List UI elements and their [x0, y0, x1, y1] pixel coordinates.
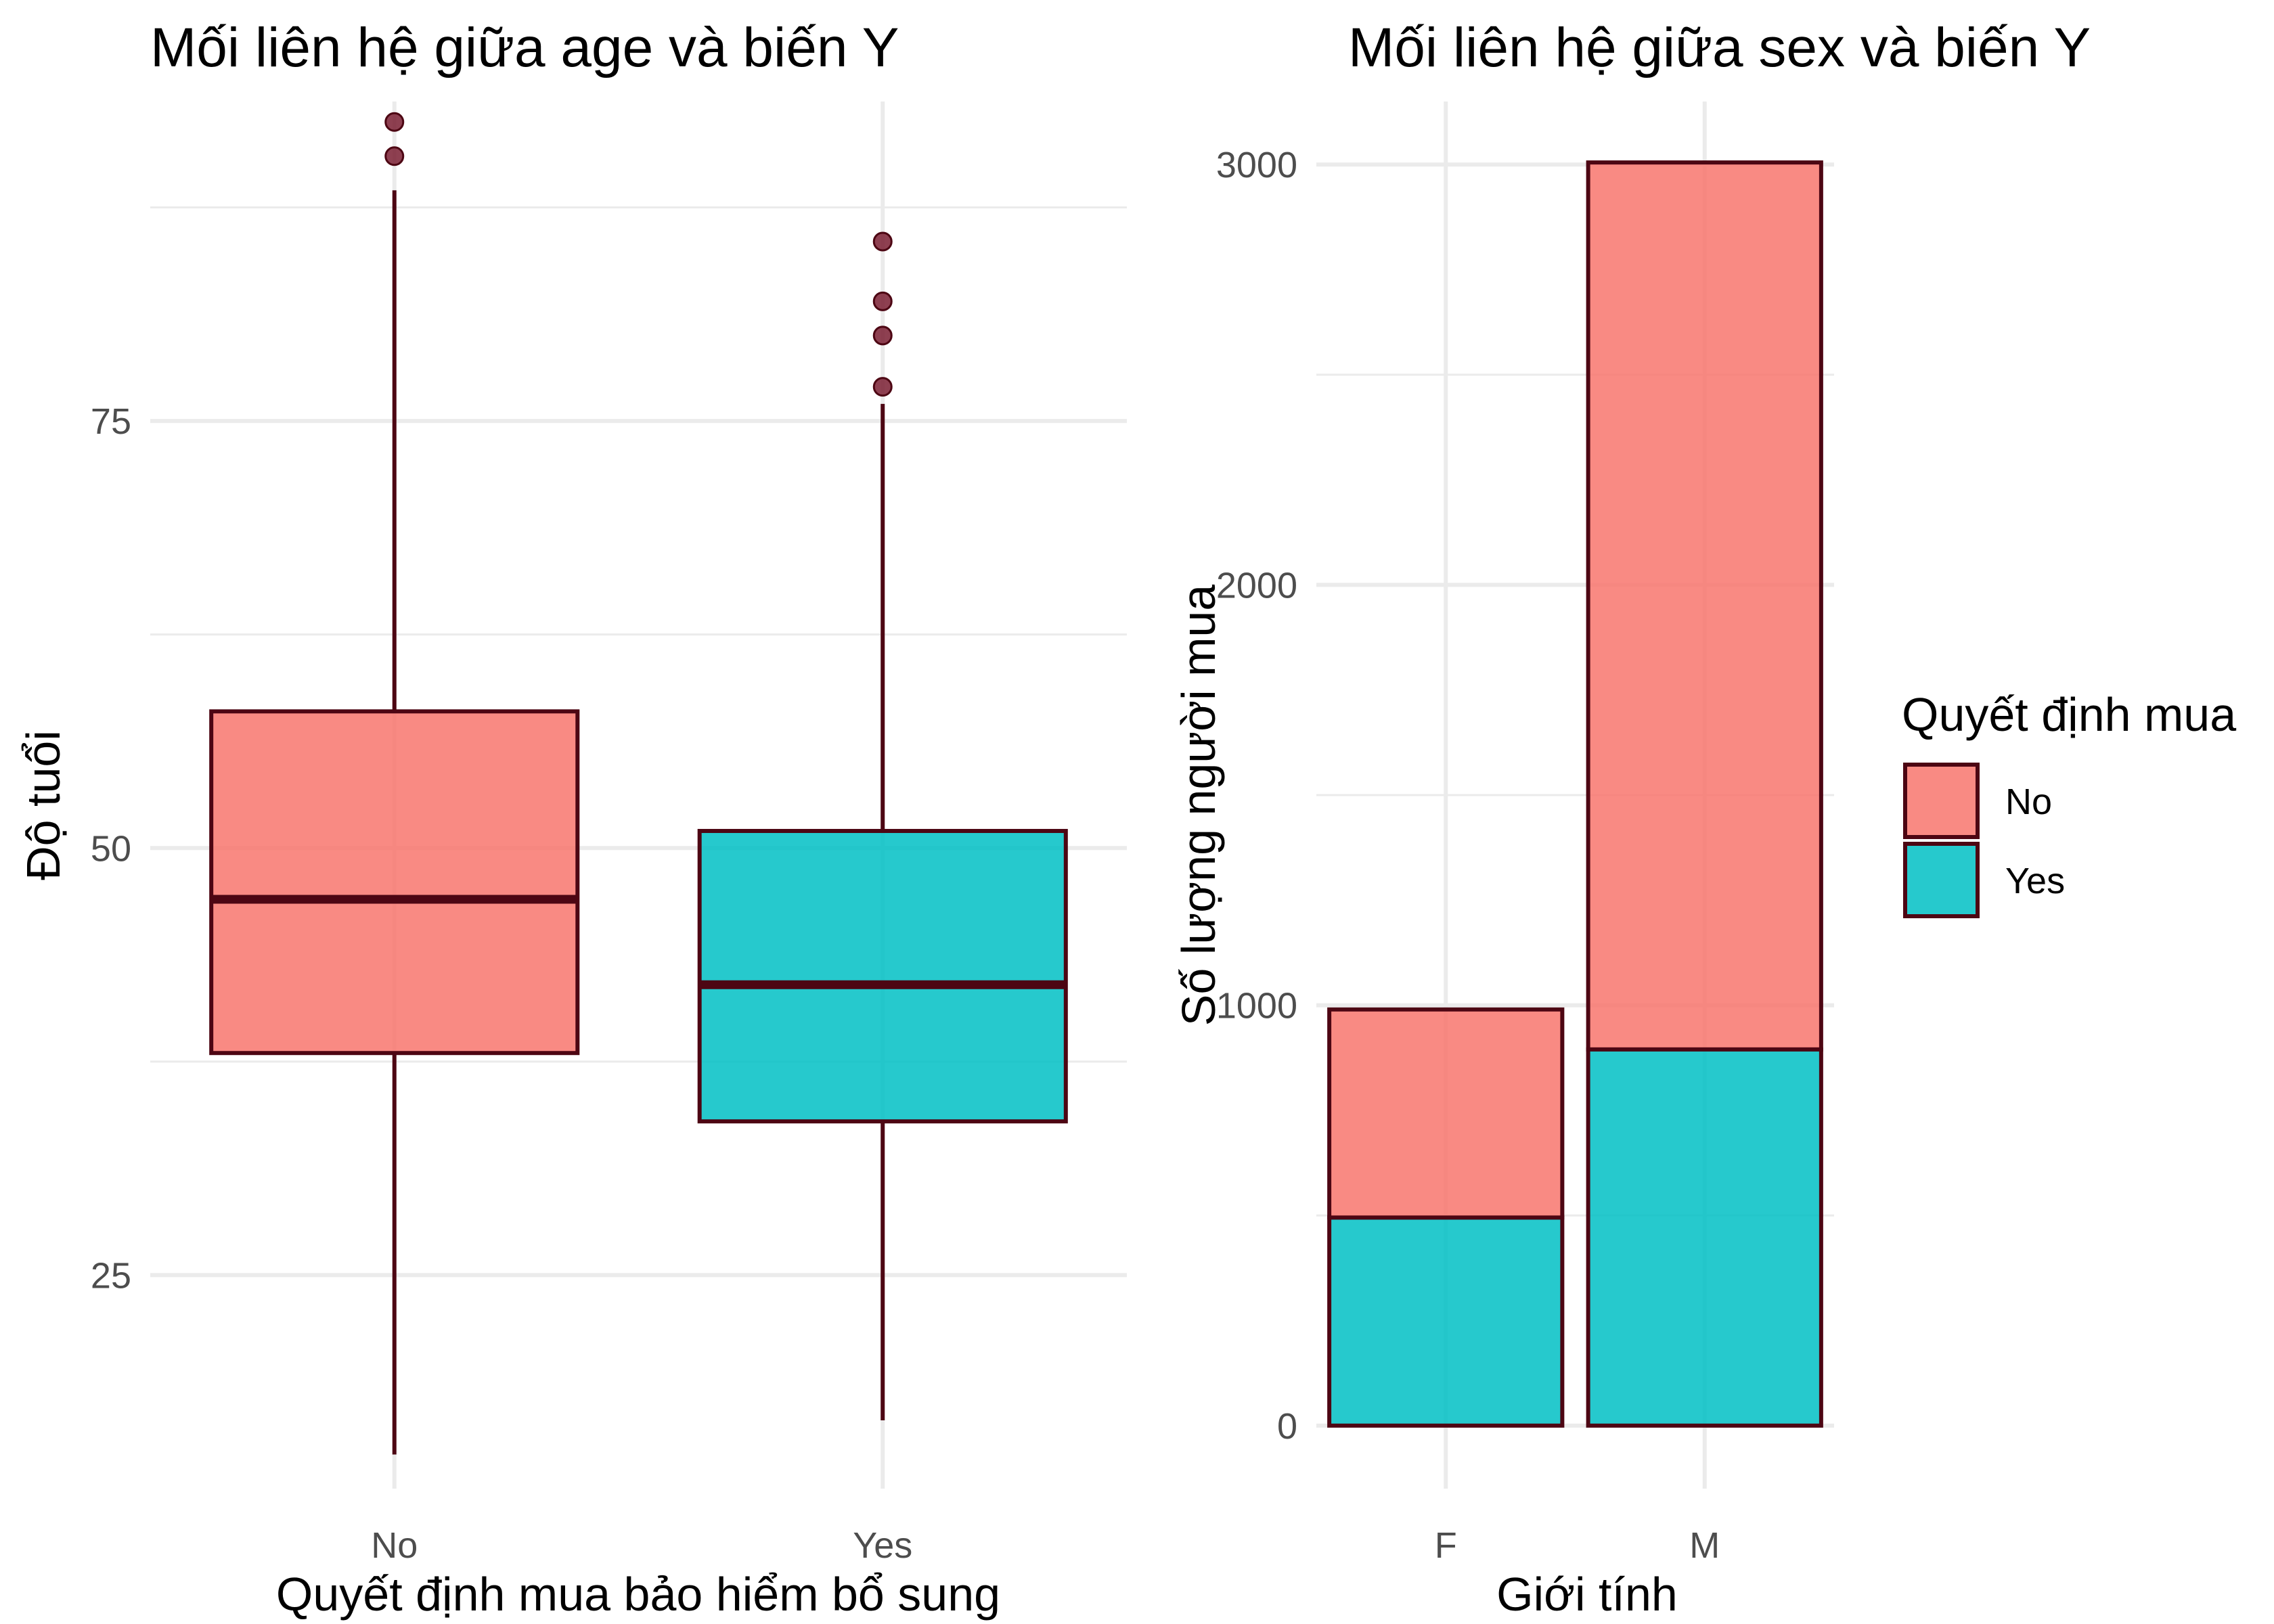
box-yes: [697, 829, 1068, 1124]
sex-chart-title: Mối liên hệ giữa sex và biến Y: [1348, 17, 2091, 78]
sex-y-tick-label: 1000: [1216, 986, 1297, 1027]
bar-f-no: [1327, 1007, 1565, 1220]
age-y-tick-label: 50: [91, 828, 131, 869]
legend: Quyết định mua No Yes: [1902, 688, 2236, 918]
age-chart-title: Mối liên hệ giữa age và biến Y: [150, 17, 899, 78]
age-boxes: [209, 112, 1068, 1455]
legend-items: No Yes: [1903, 763, 2065, 918]
legend-label-no: No: [2005, 782, 2052, 822]
sex-y-tick-label: 3000: [1216, 145, 1297, 185]
age-x-axis-title: Quyết định mua bảo hiểm bổ sung: [276, 1568, 1000, 1621]
age-y-tick-label: 75: [91, 401, 131, 442]
legend-title: Quyết định mua: [1902, 688, 2236, 741]
outlier-point: [872, 291, 893, 311]
age-x-tick-label: Yes: [853, 1525, 912, 1566]
sex-bars: [1327, 160, 1823, 1428]
legend-key-yes: [1903, 842, 1980, 918]
sex-y-tick-label: 2000: [1216, 565, 1297, 606]
age-x-tick-labels: No Yes: [371, 1525, 912, 1566]
legend-label-yes: Yes: [2005, 861, 2065, 901]
sex-x-tick-label: F: [1435, 1525, 1457, 1566]
outlier-point: [872, 325, 893, 346]
bar-f-yes: [1327, 1215, 1565, 1428]
bar-m-yes: [1586, 1047, 1823, 1428]
outlier-point: [384, 112, 405, 132]
age-y-axis-title: Độ tuổi: [17, 730, 70, 880]
outlier-point: [384, 146, 405, 166]
age-y-tick-labels: 25 50 75: [91, 401, 131, 1296]
box-no: [209, 709, 580, 1056]
outlier-point: [872, 231, 893, 252]
sex-y-tick-label: 0: [1277, 1406, 1297, 1447]
sex-x-tick-label: M: [1689, 1525, 1720, 1566]
age-boxplot-panel: Mối liên hệ giữa age và biến Y 25 50 75 No…: [17, 17, 1127, 1621]
outlier-point: [872, 377, 893, 397]
sex-bar-panel: Mối liên hệ giữa sex và biến Y 0 1000 2000…: [1172, 17, 2091, 1621]
sex-y-axis-title: Số lượng người mua: [1172, 585, 1225, 1027]
age-y-tick-label: 25: [91, 1255, 131, 1296]
bar-m-no: [1586, 160, 1823, 1052]
age-x-tick-label: No: [371, 1525, 418, 1566]
sex-x-axis-title: Giới tính: [1496, 1568, 1678, 1621]
legend-key-no: [1903, 763, 1980, 839]
sex-y-tick-labels: 0 1000 2000 3000: [1216, 145, 1297, 1447]
